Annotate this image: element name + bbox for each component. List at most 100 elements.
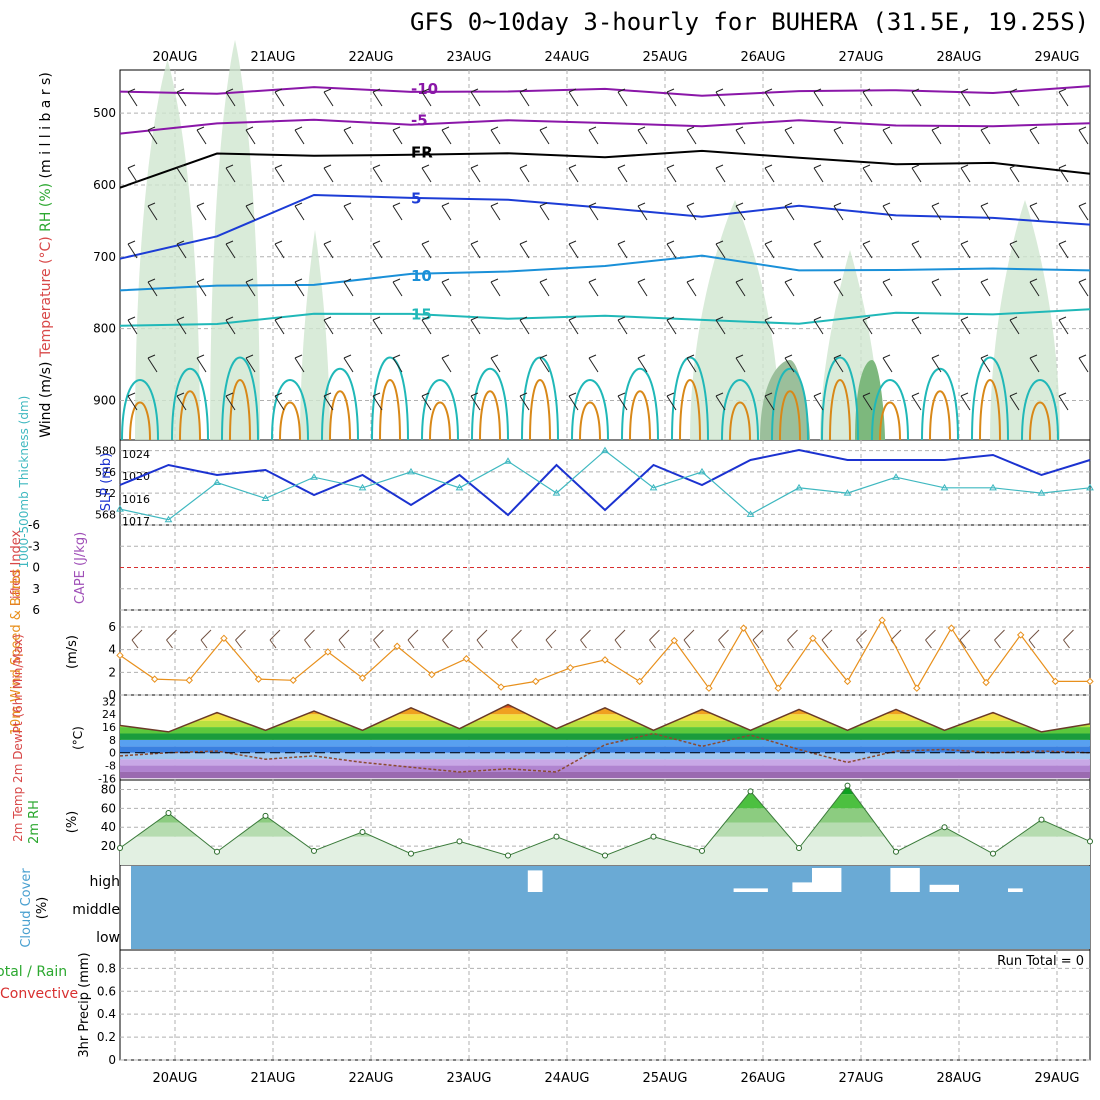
wind-speed-marker: [1086, 677, 1094, 686]
wind-barb: [127, 91, 138, 107]
wind-barb-flag: [764, 240, 773, 245]
wind-barb-flag: [441, 278, 450, 283]
wind-barb: [519, 167, 530, 183]
wind-barb-flag: [588, 202, 597, 207]
wind-barb-flag: [539, 354, 548, 359]
wind-barb-flag: [470, 88, 479, 93]
wind-barb: [715, 167, 726, 183]
wind-barb: [686, 281, 697, 297]
wind-barb: [1009, 167, 1020, 183]
wind10m-barb: [545, 629, 557, 641]
wind-barb-flag: [735, 202, 744, 207]
wind-barb: [519, 319, 530, 335]
date-label-top: 22AUG: [348, 50, 393, 65]
wind-barb: [931, 357, 942, 373]
wind-barb: [421, 395, 432, 411]
wind-barb-flag: [127, 164, 136, 169]
wind-barb-flag: [617, 316, 626, 321]
date-label-bottom: 27AUG: [838, 1071, 883, 1086]
wind-barb: [911, 243, 922, 259]
lifted-tick-label: 6: [32, 603, 40, 617]
wind-barb-flag: [764, 88, 773, 93]
temperature-band: [120, 727, 1090, 734]
wind-barb: [784, 129, 795, 145]
wind10m-barb-flag: [1028, 639, 1036, 649]
cloud-level-label: middle: [72, 902, 120, 918]
wind-barb: [225, 91, 236, 107]
contour-line: [119, 118, 1091, 135]
wind-barb: [245, 357, 256, 373]
thickness-marker: [795, 483, 803, 491]
date-label-bottom: 26AUG: [740, 1071, 785, 1086]
wind-barb-flag: [519, 240, 528, 245]
thickness-marker: [601, 446, 609, 454]
wind-barb: [1029, 281, 1040, 297]
wind-barb: [784, 205, 795, 221]
wind-barb: [1058, 91, 1069, 107]
high-cloud-bar: [733, 888, 768, 892]
wind10m-barb-flag: [304, 639, 311, 649]
wind-barb-flag: [1058, 392, 1067, 397]
rh-marker: [165, 810, 172, 817]
wind-barb: [617, 395, 628, 411]
contour-loop-warm: [879, 401, 901, 441]
rh-marker: [359, 828, 366, 835]
wind-barb-flag: [960, 164, 969, 169]
wind-barb: [882, 281, 893, 297]
wind-barb: [245, 129, 256, 145]
wind-barb: [882, 205, 893, 221]
wind10m-barb-flag: [580, 639, 587, 649]
high-cloud-bar: [1008, 888, 1023, 892]
wind-barb: [833, 205, 844, 221]
contour-loop-warm: [979, 379, 1001, 441]
upper-axis-label-part: Wind (m/s): [38, 362, 54, 438]
wind-barb: [441, 281, 452, 297]
wind-barb-flag: [833, 278, 842, 283]
temperature-axis-label: 2m Temp 2m DewPt (6hr Min/Max): [11, 634, 25, 842]
rh-marker: [311, 847, 317, 854]
wind-barb: [617, 243, 628, 259]
wind-barb: [980, 281, 991, 297]
wind-barb: [372, 319, 383, 335]
wind-barb: [519, 395, 530, 411]
panel-frame-wind: [119, 609, 1091, 696]
contour-loop: [871, 379, 909, 441]
wind-barb-flag: [911, 88, 920, 93]
contour-line: [119, 308, 1091, 327]
wind-barb-flag: [225, 240, 234, 245]
wind-barb: [274, 91, 285, 107]
wind-barb-flag: [372, 240, 381, 245]
wind-barb-flag: [294, 354, 303, 359]
wind-barb: [715, 91, 726, 107]
temperature-band: [120, 765, 1090, 772]
date-label-bottom: 25AUG: [642, 1071, 687, 1086]
wind-barb-flag: [882, 202, 891, 207]
wind-barb: [960, 319, 971, 335]
rh-marker: [262, 812, 269, 819]
date-label-bottom: 23AUG: [446, 1071, 491, 1086]
precip-axis-label: 3hr Precip (mm): [77, 952, 92, 1057]
wind-barb: [490, 205, 501, 221]
wind10m-barb: [580, 629, 591, 641]
wind10m-barb-flag: [373, 639, 380, 649]
cloud-level-label: high: [89, 874, 120, 890]
date-label-top: 23AUG: [446, 50, 491, 65]
wind10m-barb-flag: [269, 639, 277, 649]
rh-marker: [844, 782, 851, 789]
rh-band: [120, 794, 1090, 809]
wind-barb-flag: [294, 202, 303, 207]
contour-loop-warm: [529, 379, 551, 441]
wind-barb: [686, 129, 697, 145]
wind-barb-flag: [1058, 88, 1067, 93]
wind-barb-flag: [686, 278, 695, 283]
dewpoint-line: [119, 732, 1091, 773]
rh-marker: [602, 852, 608, 859]
wind-barb: [323, 319, 334, 335]
wind-barb: [911, 167, 922, 183]
wind-barb: [196, 357, 207, 373]
wind-barb-flag: [862, 316, 871, 321]
wind-barb-flag: [323, 164, 332, 169]
thickness-marker: [1037, 489, 1046, 496]
pressure-tick-label: 700: [93, 250, 116, 264]
